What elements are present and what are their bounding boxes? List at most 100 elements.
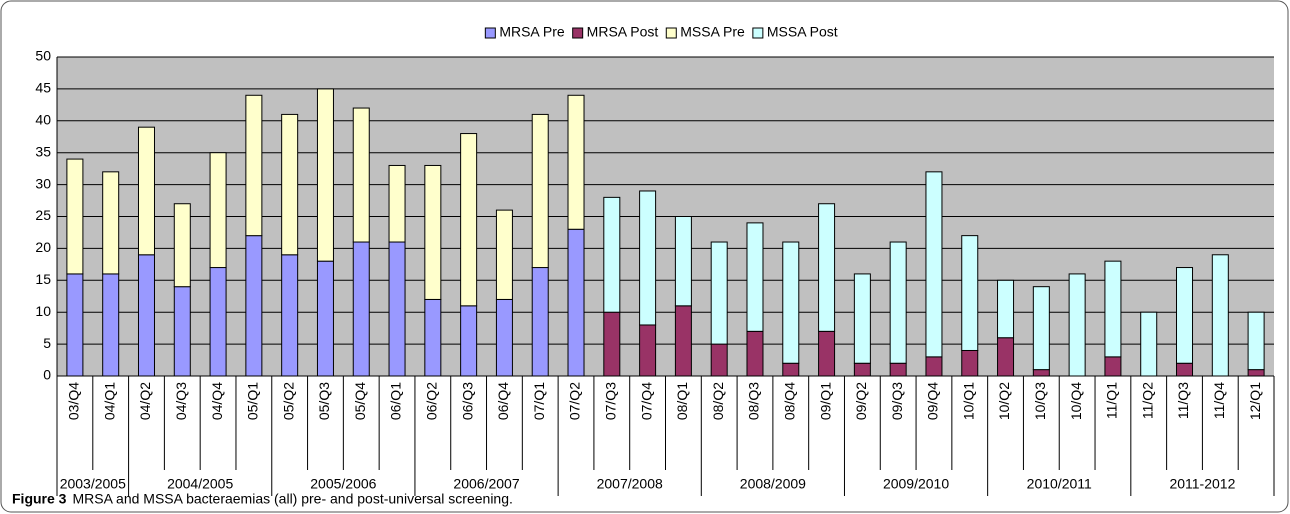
x-tick-label: 05/Q4 xyxy=(352,382,368,420)
bar xyxy=(746,222,764,332)
bar xyxy=(424,298,442,377)
caption-label: Figure 3 xyxy=(12,491,67,507)
legend-swatch xyxy=(752,27,764,39)
bar xyxy=(853,273,871,364)
x-tick-label: 05/Q2 xyxy=(280,382,296,420)
x-tick-label: 11/Q3 xyxy=(1175,382,1191,419)
y-tick-label: 40 xyxy=(35,112,51,128)
bar xyxy=(137,126,155,256)
bar xyxy=(1068,273,1086,377)
bar xyxy=(388,241,406,377)
bar xyxy=(66,273,84,377)
y-tick-label: 20 xyxy=(35,239,51,255)
bar xyxy=(961,349,979,377)
x-tick-label: 04/Q2 xyxy=(137,382,153,420)
x-tick-label: 06/Q4 xyxy=(495,382,511,420)
x-tick-label: 04/Q4 xyxy=(209,382,225,420)
legend-label: MRSA Pre xyxy=(499,24,565,40)
legend-swatch xyxy=(665,27,677,39)
bar xyxy=(531,267,549,377)
bar xyxy=(460,133,478,307)
bar xyxy=(853,362,871,377)
bar xyxy=(782,241,800,364)
bar xyxy=(567,94,585,230)
bar xyxy=(1247,369,1265,377)
legend-swatch xyxy=(572,27,584,39)
x-tick-label: 04/Q3 xyxy=(173,382,189,420)
x-tick-label: 08/Q1 xyxy=(674,382,690,420)
bar xyxy=(209,267,227,377)
bar xyxy=(102,171,120,275)
bar xyxy=(316,88,334,262)
x-tick-label: 10/Q2 xyxy=(996,382,1012,420)
x-tick-label: 06/Q1 xyxy=(388,382,404,420)
y-tick-label: 25 xyxy=(35,207,51,223)
x-tick-label: 09/Q2 xyxy=(853,382,869,420)
y-tick-label: 30 xyxy=(35,175,51,191)
bar xyxy=(352,241,370,377)
bar xyxy=(1032,286,1050,371)
bar xyxy=(245,235,263,377)
bar xyxy=(818,330,836,377)
x-tick-label: 07/Q4 xyxy=(638,382,654,420)
bar xyxy=(818,203,836,332)
x-tick-label: 09/Q1 xyxy=(817,382,833,420)
bar xyxy=(603,196,621,313)
bar xyxy=(1140,311,1158,377)
x-tick-label: 11/Q1 xyxy=(1104,382,1120,419)
y-tick-label: 15 xyxy=(35,271,51,287)
bar xyxy=(746,330,764,377)
bar xyxy=(66,158,84,275)
x-tick-label: 07/Q2 xyxy=(567,382,583,420)
y-tick-label: 45 xyxy=(35,80,51,96)
bar xyxy=(173,286,191,377)
bar xyxy=(137,254,155,377)
bar xyxy=(710,343,728,377)
y-tick-label: 50 xyxy=(35,48,51,64)
bar xyxy=(173,203,191,288)
bar xyxy=(531,113,549,269)
bar xyxy=(388,164,406,243)
bar xyxy=(925,171,943,358)
x-tick-label: 11/Q2 xyxy=(1139,382,1155,419)
bar xyxy=(889,362,907,377)
x-tick-label: 07/Q3 xyxy=(603,382,619,420)
x-tick-label: 09/Q4 xyxy=(925,382,941,420)
bar xyxy=(1104,260,1122,358)
bar xyxy=(997,279,1015,339)
bar xyxy=(102,273,120,377)
group-label: 2009/2010 xyxy=(883,476,949,492)
bar xyxy=(925,356,943,377)
legend-swatch xyxy=(484,27,496,39)
bar xyxy=(424,164,442,300)
bar xyxy=(316,260,334,377)
y-tick-label: 10 xyxy=(35,303,51,319)
bar xyxy=(281,113,299,256)
x-tick-label: 11/Q4 xyxy=(1211,382,1227,419)
x-tick-label: 08/Q4 xyxy=(781,382,797,420)
bar xyxy=(674,305,692,377)
x-tick-label: 06/Q2 xyxy=(424,382,440,420)
x-tick-label: 08/Q2 xyxy=(710,382,726,420)
x-tick-label: 05/Q3 xyxy=(316,382,332,420)
group-label: 2010/2011 xyxy=(1027,476,1092,492)
x-tick-label: 10/Q3 xyxy=(1032,382,1048,420)
group-label: 2004/2005 xyxy=(167,476,233,492)
bar xyxy=(639,190,657,326)
bar xyxy=(1211,254,1229,377)
bar xyxy=(639,324,657,377)
legend-label: MSSA Pre xyxy=(680,24,745,40)
bar xyxy=(674,216,692,307)
bar xyxy=(603,311,621,377)
x-tick-label: 09/Q3 xyxy=(889,382,905,420)
bar xyxy=(1032,369,1050,377)
caption-text: MRSA and MSSA bacteraemias (all) pre- an… xyxy=(72,491,512,507)
group-label: 2008/2009 xyxy=(740,476,806,492)
group-label: 2006/2007 xyxy=(453,476,519,492)
bar xyxy=(460,305,478,377)
x-tick-label: 07/Q1 xyxy=(531,382,547,420)
x-tick-label: 08/Q3 xyxy=(746,382,762,420)
group-label: 2005/2006 xyxy=(310,476,376,492)
x-tick-label: 04/Q1 xyxy=(101,382,117,420)
